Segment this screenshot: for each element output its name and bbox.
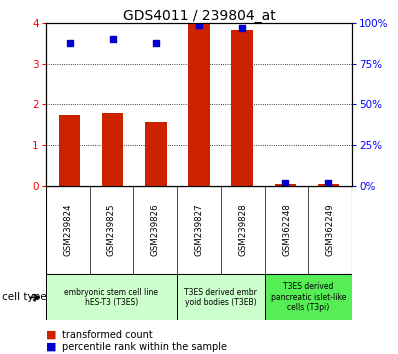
Text: GSM239827: GSM239827: [195, 204, 203, 256]
Text: T3ES derived
pancreatic islet-like
cells (T3pi): T3ES derived pancreatic islet-like cells…: [271, 282, 346, 312]
Text: percentile rank within the sample: percentile rank within the sample: [62, 342, 227, 352]
Point: [325, 180, 332, 185]
Bar: [46, 274, 177, 320]
Text: T3ES derived embr
yoid bodies (T3EB): T3ES derived embr yoid bodies (T3EB): [184, 288, 258, 307]
Bar: [59, 115, 80, 186]
Bar: [145, 121, 167, 186]
Bar: [177, 274, 265, 320]
Text: embryonic stem cell line
hES-T3 (T3ES): embryonic stem cell line hES-T3 (T3ES): [64, 288, 158, 307]
Text: cell type: cell type: [2, 292, 47, 302]
Bar: [265, 274, 352, 320]
Bar: [188, 24, 210, 186]
Text: ■: ■: [46, 342, 56, 352]
Point: [282, 180, 289, 185]
Bar: [318, 184, 339, 186]
Text: GSM239824: GSM239824: [63, 204, 72, 256]
Point: [109, 36, 116, 42]
Bar: [231, 30, 253, 186]
Text: GDS4011 / 239804_at: GDS4011 / 239804_at: [123, 9, 275, 23]
Text: GSM239826: GSM239826: [151, 204, 160, 256]
Text: GSM239828: GSM239828: [238, 204, 247, 256]
Point: [153, 41, 159, 46]
Point: [239, 25, 245, 31]
Text: GSM362248: GSM362248: [282, 204, 291, 257]
Point: [196, 22, 202, 28]
Text: GSM362249: GSM362249: [326, 204, 335, 256]
Point: [66, 40, 73, 45]
Text: ■: ■: [46, 330, 56, 339]
Text: transformed count: transformed count: [62, 330, 152, 339]
Text: GSM239825: GSM239825: [107, 204, 116, 256]
Bar: [102, 113, 123, 186]
Bar: [275, 184, 296, 186]
